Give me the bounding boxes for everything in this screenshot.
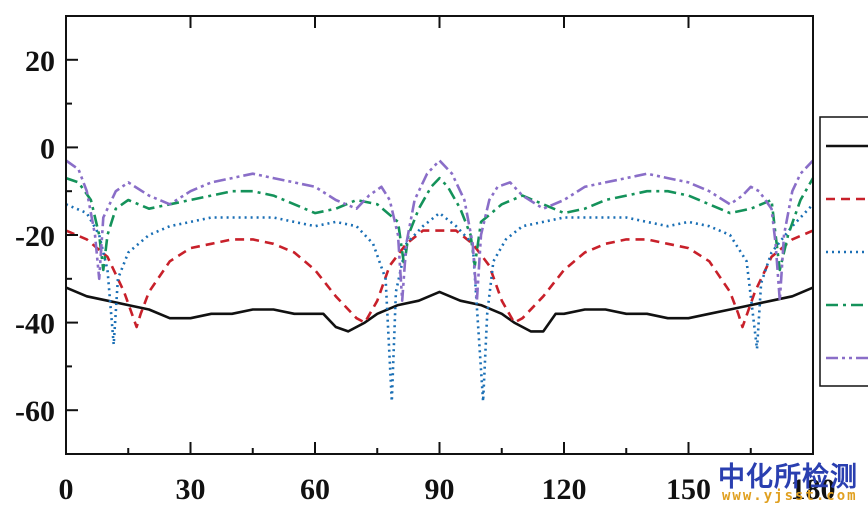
y-tick-label: -40 bbox=[15, 308, 55, 341]
legend bbox=[819, 116, 868, 387]
series-line-2 bbox=[65, 229, 814, 329]
y-tick-label: 20 bbox=[25, 45, 55, 78]
y-tick-label: -20 bbox=[15, 220, 55, 253]
plot-frame bbox=[65, 15, 814, 455]
series-line-1 bbox=[65, 286, 814, 333]
y-tick-label: 0 bbox=[40, 132, 55, 165]
legend-swatches bbox=[826, 144, 868, 360]
x-tick-label: 90 bbox=[425, 473, 455, 506]
x-tick-label: 60 bbox=[300, 473, 330, 506]
x-tick-label: 0 bbox=[59, 473, 74, 506]
x-tick-label: 150 bbox=[666, 473, 711, 506]
axis-ticks bbox=[65, 15, 814, 455]
plot-series bbox=[65, 159, 815, 403]
series-line-5 bbox=[65, 159, 814, 303]
series-line-3 bbox=[65, 203, 814, 403]
y-tick-label: -60 bbox=[15, 395, 55, 428]
series-line-4 bbox=[65, 176, 815, 272]
watermark-url-text: www.yjsst.com bbox=[722, 488, 858, 504]
watermark-chinese-text: 中化所检测 bbox=[718, 462, 858, 493]
x-tick-label: 30 bbox=[176, 473, 206, 506]
x-tick-labels: 0 30 60 90 120 150 180 bbox=[59, 473, 836, 506]
x-tick-label: 180 bbox=[791, 473, 836, 506]
y-tick-labels: 20 0 -20 -40 -60 bbox=[15, 45, 55, 428]
x-tick-label: 120 bbox=[542, 473, 587, 506]
watermark: 中化所检测 www.yjsst.com bbox=[718, 455, 868, 511]
